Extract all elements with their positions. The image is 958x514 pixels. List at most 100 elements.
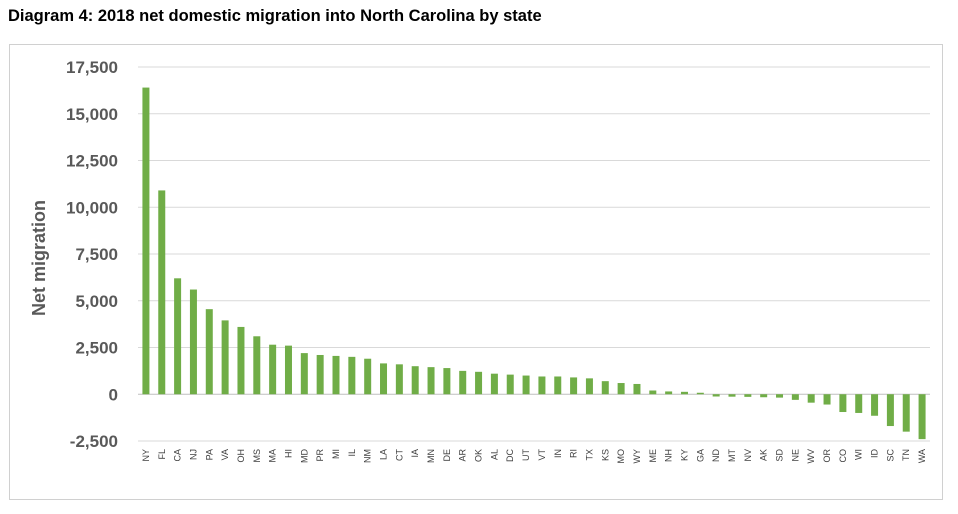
x-category-label: SC <box>885 449 895 462</box>
x-axis-category-labels: NY FL CA NJ PA VA OH MS MA HI MD PR MI IL NM LA CT IA MN DE… <box>141 448 927 463</box>
bar-mn <box>427 367 435 395</box>
bar-nm <box>364 358 372 395</box>
y-axis-tick-labels: -2,500 0 2,500 5,000 7,500 10,000 12,500 15,000… <box>66 58 118 451</box>
x-category-label: VT <box>537 449 547 461</box>
bar-dc <box>506 374 514 395</box>
x-category-label: ME <box>648 449 658 463</box>
bar-ut <box>522 375 530 395</box>
bar-fl <box>158 190 166 395</box>
bar-id <box>871 394 879 416</box>
y-tick-label: 5,000 <box>75 292 118 311</box>
x-category-label: AK <box>759 449 769 461</box>
x-category-label: MT <box>727 449 737 462</box>
y-tick-label: -2,500 <box>70 432 118 451</box>
bar-ia <box>411 366 419 395</box>
bar-nh <box>665 391 673 395</box>
x-category-label: DC <box>505 449 515 462</box>
x-category-label: VA <box>220 449 230 460</box>
bar-de <box>443 368 451 395</box>
bars <box>142 87 926 440</box>
x-category-label: DE <box>442 449 452 462</box>
x-category-label: NY <box>141 449 151 462</box>
x-category-label: NM <box>363 449 373 463</box>
bar-in <box>554 376 562 395</box>
bar-nv <box>744 394 752 397</box>
bar-wy <box>633 383 641 395</box>
bar-ar <box>459 370 467 395</box>
x-category-label: MI <box>331 449 341 459</box>
chart-area-frame <box>9 44 943 500</box>
y-tick-label: 7,500 <box>75 245 118 264</box>
bar-mo <box>617 383 625 395</box>
x-category-label: CA <box>173 449 183 462</box>
x-category-label: CO <box>838 449 848 463</box>
x-category-label: KY <box>679 449 689 461</box>
chart-title: Diagram 4: 2018 net domestic migration i… <box>8 7 542 25</box>
bar-nd <box>712 394 720 397</box>
x-category-label: ID <box>870 448 880 458</box>
bar-vt <box>538 376 546 395</box>
x-category-label: RI <box>569 449 579 458</box>
x-category-label: MS <box>252 449 262 463</box>
x-category-label: HI <box>283 449 293 458</box>
bar-ma <box>269 344 277 395</box>
bar-ny <box>142 87 150 395</box>
bar-ms <box>253 336 261 395</box>
bar-tn <box>902 394 910 432</box>
bar-hi <box>284 345 292 395</box>
x-category-label: MD <box>299 449 309 463</box>
x-category-label: WI <box>854 449 864 460</box>
x-category-label: TN <box>901 449 911 461</box>
bar-al <box>490 373 498 395</box>
y-tick-label: 12,500 <box>66 152 118 171</box>
bar-ga <box>696 392 704 395</box>
bar-tx <box>585 378 593 395</box>
bar-mi <box>332 355 340 395</box>
x-category-label: ND <box>711 449 721 462</box>
bar-ne <box>791 394 799 400</box>
x-category-label: UT <box>521 449 531 461</box>
y-tick-label: 17,500 <box>66 58 118 77</box>
x-category-label: WV <box>806 449 816 464</box>
y-tick-label: 2,500 <box>75 339 118 358</box>
bar-oh <box>237 326 245 395</box>
bar-co <box>839 394 847 413</box>
x-category-label: IL <box>347 449 357 457</box>
x-category-label: WA <box>917 449 927 463</box>
bar-mt <box>728 394 736 397</box>
bar-ks <box>601 381 609 395</box>
bar-wv <box>807 394 815 403</box>
bar-ri <box>570 377 578 395</box>
bar-il <box>348 356 356 395</box>
x-category-label: IA <box>410 449 420 458</box>
x-category-label: WY <box>632 449 642 464</box>
x-category-label: OH <box>236 449 246 463</box>
bar-pr <box>316 354 324 395</box>
bar-ak <box>760 394 768 398</box>
x-category-label: LA <box>379 449 389 460</box>
y-tick-label: 15,000 <box>66 105 118 124</box>
bar-sc <box>886 394 894 427</box>
x-category-label: TX <box>584 449 594 461</box>
y-tick-label: 0 <box>109 385 118 404</box>
x-category-label: MA <box>268 449 278 463</box>
y-tick-label: 10,000 <box>66 198 118 217</box>
x-category-label: MO <box>616 449 626 464</box>
bar-nj <box>189 289 197 395</box>
x-category-label: NH <box>664 449 674 462</box>
bar-md <box>300 353 308 395</box>
x-category-label: FL <box>157 449 167 460</box>
bar-ok <box>475 371 483 395</box>
bar-wa <box>918 394 926 440</box>
x-category-label: GA <box>695 449 705 462</box>
x-category-label: OK <box>474 449 484 462</box>
bar-ca <box>174 278 182 395</box>
x-category-label: NV <box>743 449 753 462</box>
x-category-label: KS <box>600 449 610 461</box>
bar-pa <box>205 309 213 395</box>
bar-la <box>380 363 388 395</box>
x-category-label: AL <box>489 449 499 460</box>
bar-or <box>823 394 831 405</box>
bar-ky <box>680 391 688 395</box>
